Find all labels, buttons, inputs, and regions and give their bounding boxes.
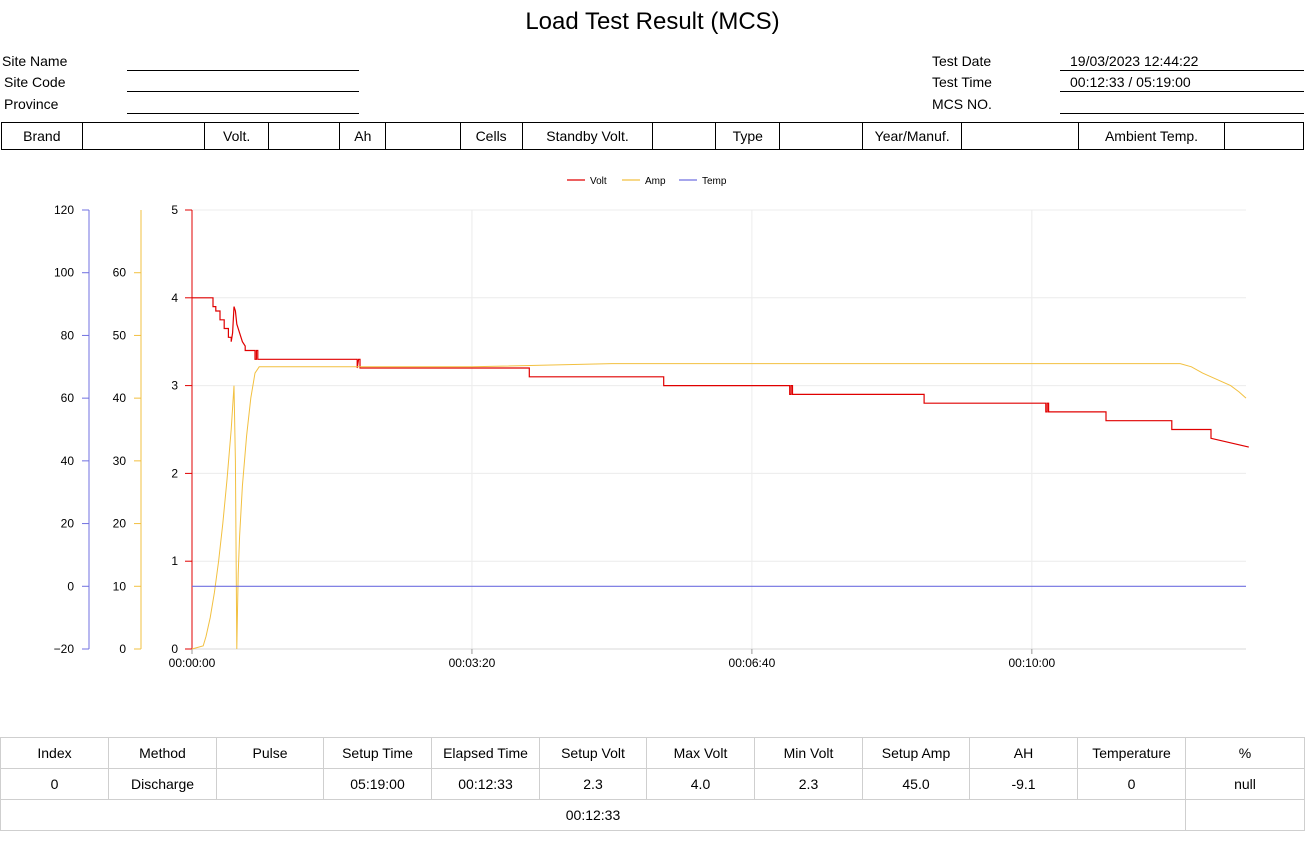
footer-empty-cell	[1185, 799, 1305, 831]
cells-label: Cells	[459, 122, 523, 150]
legend-label-amp: Amp	[645, 176, 666, 187]
mcs-no-label: MCS NO.	[932, 96, 992, 112]
legend-label-temp: Temp	[702, 176, 727, 187]
spec-row: Brand Volt. Ah Cells Standby Volt. Type …	[1, 122, 1304, 150]
site-code-label: Site Code	[4, 74, 66, 90]
test-time-label: Test Time	[932, 74, 992, 90]
test-date-underline	[1060, 70, 1304, 71]
ah-value	[385, 122, 461, 150]
amp-axis-tick-label: 50	[113, 328, 127, 342]
results-cell: 2.3	[539, 768, 647, 800]
results-header-cell: Setup Amp	[862, 737, 970, 769]
ah-label: Ah	[339, 122, 387, 150]
year-manuf-value	[961, 122, 1079, 150]
results-cell: 45.0	[862, 768, 970, 800]
amp-axis-tick-label: 30	[113, 454, 127, 468]
results-cell: 05:19:00	[323, 768, 432, 800]
temp-axis-tick-label: −20	[54, 642, 75, 656]
test-time-value: 00:12:33 / 05:19:00	[1070, 74, 1191, 90]
results-cell: Discharge	[108, 768, 217, 800]
results-cell: 4.0	[646, 768, 755, 800]
temp-axis-tick-label: 100	[54, 266, 74, 280]
results-cell: 2.3	[754, 768, 863, 800]
results-data-row: 0 Discharge 05:19:00 00:12:33 2.3 4.0 2.3 45.0-…	[0, 768, 1305, 800]
results-footer-row: 00:12:33	[0, 799, 1305, 831]
type-label: Type	[715, 122, 781, 150]
results-header-cell: Setup Volt	[539, 737, 647, 769]
temp-axis-tick-label: 120	[54, 203, 74, 217]
x-axis-tick-label: 00:06:40	[729, 656, 776, 670]
results-cell: 0	[0, 768, 109, 800]
legend-label-volt: Volt	[590, 176, 607, 187]
battery-spec-table: Brand Volt. Ah Cells Standby Volt. Type …	[1, 122, 1304, 150]
test-date-value: 19/03/2023 12:44:22	[1070, 53, 1199, 69]
site-name-underline	[127, 70, 359, 71]
mcs-no-underline	[1060, 113, 1304, 114]
x-axis-tick-label: 00:00:00	[169, 656, 216, 670]
volt-label: Volt.	[204, 122, 270, 150]
results-header-cell: Pulse	[216, 737, 324, 769]
results-cell: 00:12:33	[431, 768, 540, 800]
x-axis-tick-label: 00:03:20	[449, 656, 496, 670]
test-date-label: Test Date	[932, 53, 992, 69]
results-header-cell: %	[1185, 737, 1305, 769]
results-table: Index Method Pulse Setup Time Elapsed Time Se…	[0, 737, 1305, 831]
province-label: Province	[4, 96, 59, 112]
report-title: Load Test Result (MCS)	[525, 8, 780, 35]
amp-axis-tick-label: 60	[113, 266, 127, 280]
amp-axis-tick-label: 0	[119, 642, 126, 656]
test-time-underline	[1060, 91, 1304, 92]
year-manuf-label: Year/Manuf.	[861, 122, 963, 150]
results-header-cell: Temperature	[1077, 737, 1186, 769]
amp-axis-tick-label: 40	[113, 391, 127, 405]
standby-volt-value	[652, 122, 717, 150]
brand-value	[81, 122, 206, 150]
volt-axis-tick-label: 5	[171, 203, 178, 217]
temp-axis-tick-label: 80	[61, 328, 75, 342]
temp-axis-tick-label: 60	[61, 391, 75, 405]
province-underline	[127, 113, 359, 114]
results-header-cell: Min Volt	[754, 737, 863, 769]
series-line-amp	[191, 363, 1247, 650]
results-cell: null	[1185, 768, 1305, 800]
footer-elapsed-time: 00:12:33	[0, 799, 1186, 831]
volt-axis-tick-label: 0	[171, 642, 178, 656]
series-line-volt	[192, 297, 1249, 448]
load-test-chart: −20 0 20 40 60 80 100 120 0 10 20 30 40 50 60 0 1 2 3 4 5 00:…	[54, 176, 1249, 670]
results-header-cell: Max Volt	[646, 737, 755, 769]
results-cell: -9.1	[969, 768, 1078, 800]
amp-axis-tick-label: 10	[113, 579, 127, 593]
results-cell	[216, 768, 324, 800]
temp-axis-tick-label: 0	[67, 579, 74, 593]
results-header-cell: AH	[969, 737, 1078, 769]
x-axis-tick-label: 00:10:00	[1008, 656, 1055, 670]
results-header-cell: Setup Time	[323, 737, 432, 769]
standby-volt-label: Standby Volt.	[521, 122, 654, 150]
results-header-cell: Index	[0, 737, 109, 769]
site-code-underline	[127, 91, 359, 92]
results-header-row: Index Method Pulse Setup Time Elapsed Time Se…	[0, 737, 1305, 769]
volt-value	[268, 122, 341, 150]
results-header-cell: Method	[108, 737, 217, 769]
brand-label: Brand	[1, 122, 83, 150]
amp-axis-tick-label: 20	[113, 517, 127, 531]
temp-axis-tick-label: 40	[61, 454, 75, 468]
volt-axis-tick-label: 1	[171, 554, 178, 568]
results-header-cell: Elapsed Time	[431, 737, 540, 769]
site-name-label: Site Name	[2, 53, 68, 69]
volt-axis-tick-label: 3	[171, 379, 178, 393]
ambient-temp-label: Ambient Temp.	[1077, 122, 1226, 150]
type-value	[779, 122, 863, 150]
ambient-temp-value	[1224, 122, 1304, 150]
results-cell: 0	[1077, 768, 1186, 800]
volt-axis-tick-label: 2	[171, 466, 178, 480]
volt-axis-tick-label: 4	[171, 291, 178, 305]
temp-axis-tick-label: 20	[61, 517, 75, 531]
